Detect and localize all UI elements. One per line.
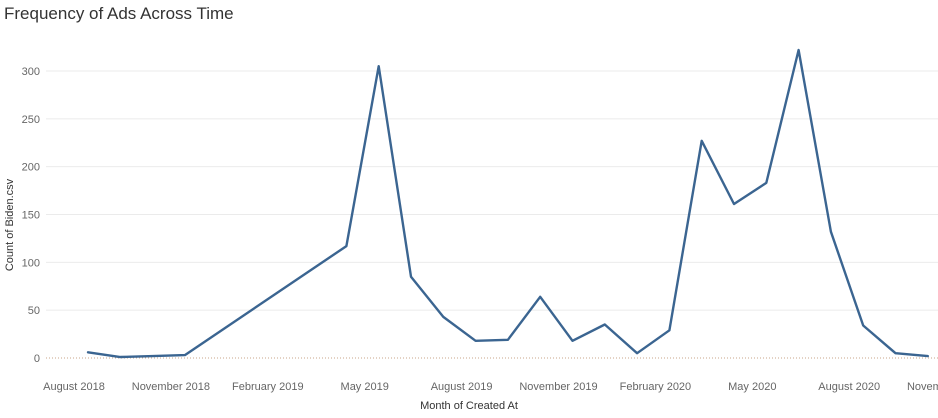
y-tick-label: 100 — [22, 257, 40, 269]
x-tick-label: February 2019 — [232, 381, 304, 393]
x-tick-label: November 2020 — [907, 381, 938, 393]
x-tick-label: May 2019 — [341, 381, 389, 393]
x-axis-label: Month of Created At — [420, 400, 518, 412]
y-tick-label: 150 — [22, 210, 40, 222]
x-tick-label: November 2018 — [132, 381, 210, 393]
x-tick-label: May 2020 — [728, 381, 776, 393]
y-tick-label: 50 — [28, 305, 40, 317]
x-tick-label: August 2018 — [43, 381, 105, 393]
y-tick-label: 0 — [34, 353, 40, 365]
x-tick-label: November 2019 — [519, 381, 597, 393]
x-tick-label: August 2020 — [818, 381, 880, 393]
y-tick-label: 250 — [22, 114, 40, 126]
x-tick-label: February 2020 — [620, 381, 692, 393]
y-tick-label: 200 — [22, 162, 40, 174]
y-tick-label: 300 — [22, 66, 40, 78]
series-line — [86, 48, 929, 359]
x-tick-label: August 2019 — [431, 381, 493, 393]
chart-title: Frequency of Ads Across Time — [4, 4, 234, 23]
